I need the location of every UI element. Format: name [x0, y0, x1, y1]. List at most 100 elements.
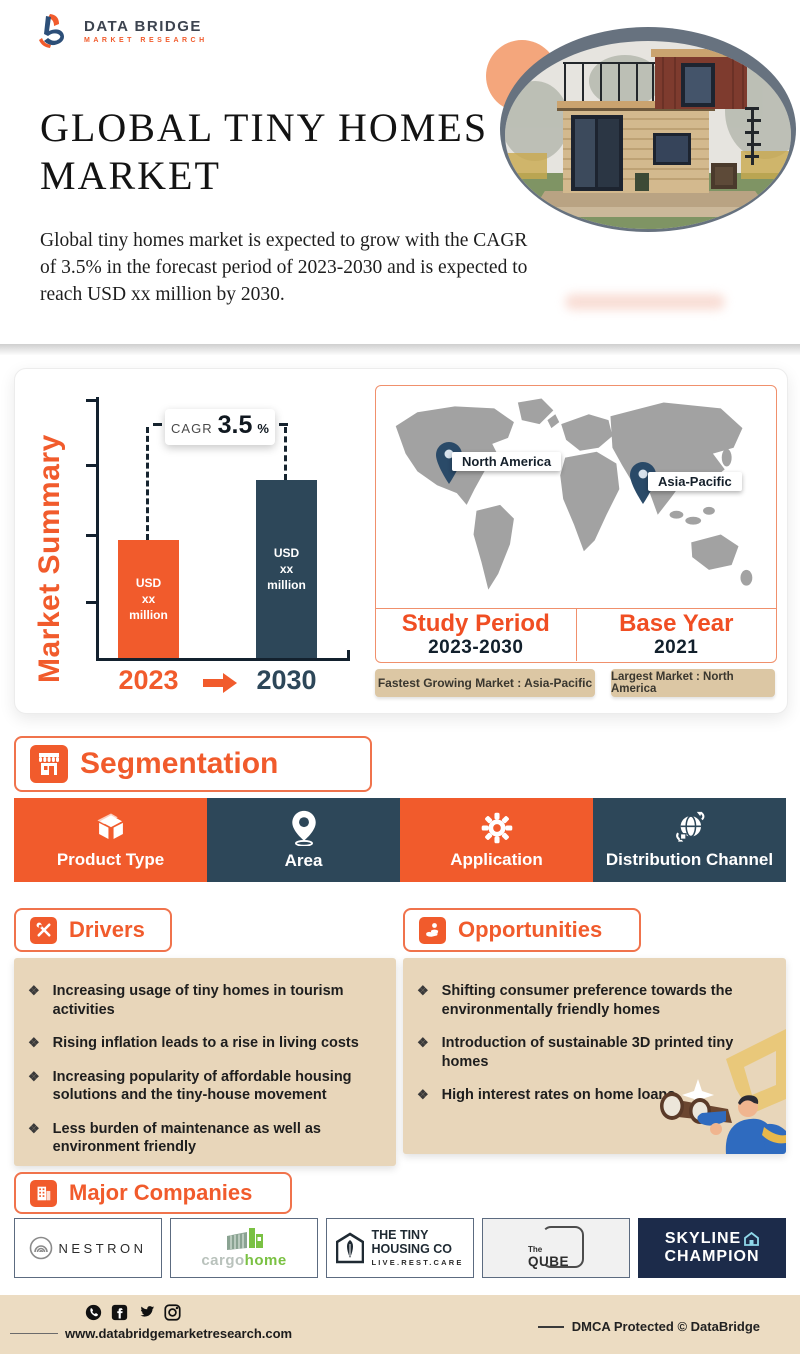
opportunity-text: High interest rates on home loans	[441, 1087, 676, 1104]
year-label-2023: 2023	[118, 665, 179, 695]
chart-x-axis	[96, 658, 350, 661]
y-axis-tick	[86, 534, 96, 537]
bar-value-line: million	[129, 608, 168, 623]
cagr-dash	[153, 423, 162, 426]
driver-text: Increasing popularity of affordable hous…	[52, 1068, 352, 1104]
driver-text: Less burden of maintenance as well as en…	[52, 1120, 321, 1156]
forecast-arrow-icon	[203, 673, 237, 693]
opportunity-item: ❖ Shifting consumer preference towards t…	[417, 982, 776, 1019]
drivers-title: Drivers	[69, 917, 145, 942]
study-period-fact: Study Period 2023-2030	[376, 609, 576, 661]
whatsapp-icon[interactable]	[85, 1304, 102, 1321]
segment-distribution-channel: Distribution Channel	[593, 798, 786, 882]
bullet-icon: ❖	[417, 1035, 429, 1051]
bar-2023: USD xx million	[118, 540, 179, 658]
segment-label: Distribution Channel	[605, 849, 774, 869]
opportunities-title: Opportunities	[458, 917, 603, 942]
regional-map-panel: North America Asia-Pacific Study Period …	[375, 385, 777, 663]
bullet-icon: ❖	[28, 1068, 40, 1084]
segmentation-blocks: Product Type Area	[14, 798, 786, 882]
qube-frame-icon	[542, 1226, 584, 1268]
databridge-logo-icon	[39, 14, 64, 48]
tiny-housing-icon	[336, 1232, 365, 1264]
twitter-icon[interactable]	[137, 1304, 155, 1321]
segment-label: Application	[450, 849, 543, 869]
cargohome-name-accent: home	[244, 1251, 287, 1269]
driver-item: ❖ Increasing usage of tiny homes in tour…	[28, 982, 380, 1019]
cagr-value: 3.5	[217, 411, 253, 439]
logo-nestron[interactable]: NESTRON	[14, 1218, 162, 1278]
brand-logo: DATA BRIDGE MARKET RESEARCH	[38, 12, 208, 50]
driver-item: ❖ Increasing popularity of affordable ho…	[28, 1068, 380, 1105]
bar-value-line: xx	[141, 591, 156, 606]
chart-y-axis	[96, 397, 99, 660]
world-map	[395, 398, 753, 590]
drivers-header: Drivers	[14, 908, 172, 952]
nestron-icon	[30, 1236, 53, 1260]
cagr-label: CAGR	[171, 421, 213, 436]
opportunities-header: Opportunities	[403, 908, 641, 952]
website-row: www.databridgemarketresearch.com	[10, 1326, 292, 1341]
study-period-value: 2023-2030	[428, 636, 524, 658]
opportunity-text: Introduction of sustainable 3D printed t…	[441, 1035, 734, 1070]
dmca-dash	[537, 1325, 564, 1328]
segment-area: Area	[207, 798, 400, 882]
bar-value-line: USD	[273, 545, 300, 560]
fastest-growing-market-badge: Fastest Growing Market : Asia-Pacific	[375, 669, 595, 697]
bar-value-line: million	[267, 578, 306, 593]
bar-value-line: USD	[135, 575, 162, 590]
major-companies-header: Major Companies	[14, 1172, 292, 1214]
person-care-icon	[419, 916, 446, 944]
gear-icon	[481, 812, 512, 844]
bullet-icon: ❖	[28, 983, 40, 998]
dmca-text: DMCA Protected © DataBridge	[571, 1319, 760, 1334]
logo-the-qube[interactable]: The QUBE	[482, 1218, 630, 1278]
bullet-icon: ❖	[28, 1035, 40, 1051]
facebook-icon[interactable]	[111, 1304, 128, 1321]
bullet-icon: ❖	[28, 1120, 40, 1136]
company-logos-row: NESTRON cargohome	[14, 1218, 786, 1278]
dmca-row: DMCA Protected © DataBridge	[537, 1319, 760, 1334]
website-url[interactable]: www.databridgemarketresearch.com	[65, 1326, 293, 1341]
distribution-globe-icon	[675, 811, 704, 842]
x-axis-end-tick	[347, 650, 350, 658]
tiny-home-photo	[505, 41, 791, 229]
tiny-housing-line1: THE TINY	[371, 1227, 429, 1242]
cagr-dashed-line-left	[146, 427, 149, 540]
url-dash	[10, 1332, 58, 1335]
logo-tiny-housing-co[interactable]: THE TINY HOUSING CO LIVE.REST.CARE	[326, 1218, 474, 1278]
drivers-panel: ❖ Increasing usage of tiny homes in tour…	[14, 958, 396, 1166]
qube-name: QUBE	[528, 1254, 570, 1269]
year-label-2030: 2030	[256, 665, 317, 695]
y-axis-tick	[86, 464, 96, 467]
driver-item: ❖ Less burden of maintenance as well as …	[28, 1120, 380, 1157]
cagr-unit: %	[257, 421, 269, 436]
segment-application: Application	[400, 798, 593, 882]
segment-label: Product Type	[56, 849, 165, 869]
tiny-home-illustration	[505, 41, 791, 229]
facts-row: Study Period 2023-2030 Base Year 2021	[376, 608, 776, 661]
segmentation-title: Segmentation	[80, 747, 279, 780]
skyline-house-icon	[744, 1232, 760, 1246]
logo-cargohome[interactable]: cargohome	[170, 1218, 318, 1278]
base-year-value: 2021	[654, 636, 699, 658]
location-pin-icon	[291, 810, 316, 846]
segmentation-header: Segmentation	[14, 736, 372, 792]
building-icon	[30, 1179, 57, 1207]
qube-the: The	[528, 1245, 543, 1254]
cargohome-icon	[227, 1227, 263, 1250]
opportunity-text: Shifting consumer preference towards the…	[441, 983, 733, 1018]
logo-skyline-champion[interactable]: SKYLINE CHAMPION	[638, 1218, 786, 1278]
tiny-housing-tagline: LIVE.REST.CARE	[371, 1258, 464, 1268]
cagr-chip: CAGR 3.5 %	[165, 409, 275, 445]
base-year-fact: Base Year 2021	[575, 609, 777, 661]
opportunity-item: ❖ Introduction of sustainable 3D printed…	[417, 1034, 776, 1071]
instagram-icon[interactable]	[164, 1304, 181, 1321]
driver-text: Rising inflation leads to a rise in livi…	[52, 1035, 359, 1052]
driver-item: ❖ Rising inflation leads to a rise in li…	[28, 1034, 380, 1053]
bar-2030: USD xx million	[256, 480, 317, 658]
cagr-dash	[279, 423, 288, 426]
opportunity-item: ❖ High interest rates on home loans	[417, 1086, 776, 1105]
brand-name: DATA BRIDGE	[84, 18, 202, 35]
